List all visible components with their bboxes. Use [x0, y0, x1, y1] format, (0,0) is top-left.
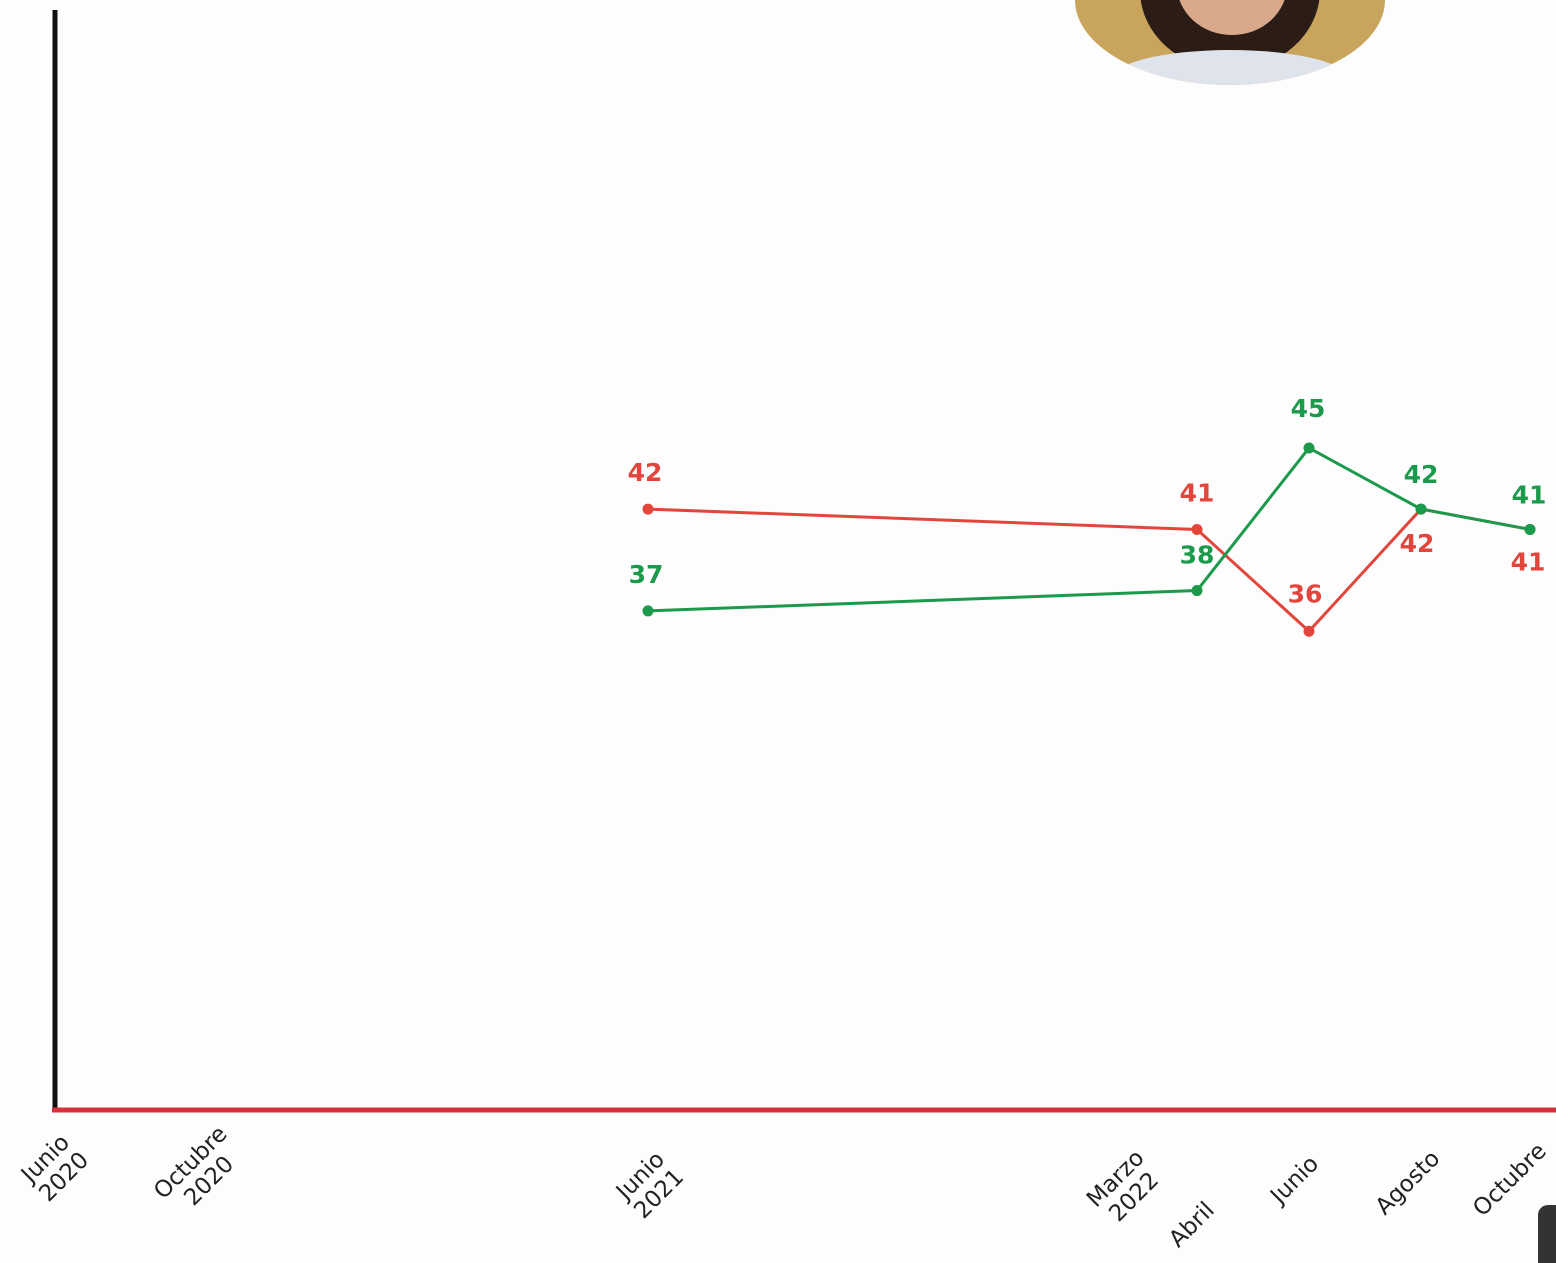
point — [1415, 503, 1427, 515]
series-line — [1308, 446, 1422, 511]
series-line — [1420, 507, 1531, 531]
data-label: 42 — [628, 458, 663, 487]
corner-button — [1538, 1205, 1556, 1263]
series-line — [647, 589, 1198, 613]
point — [642, 503, 654, 515]
series-line — [1195, 447, 1311, 592]
point — [1191, 523, 1203, 535]
data-label: 41 — [1512, 480, 1547, 509]
data-label: 38 — [1180, 541, 1215, 570]
data-label: 36 — [1288, 579, 1323, 608]
data-label: 41 — [1511, 547, 1546, 576]
point — [1303, 442, 1315, 454]
series-line — [647, 507, 1198, 531]
data-label: 42 — [1400, 529, 1435, 558]
series-line — [1307, 508, 1423, 633]
point — [642, 605, 654, 617]
data-label: 42 — [1404, 460, 1439, 489]
photo — [1075, 0, 1385, 85]
data-label: 41 — [1180, 478, 1215, 507]
data-label: 45 — [1291, 394, 1326, 423]
point — [1191, 585, 1203, 597]
point — [1524, 523, 1536, 535]
data-label: 37 — [629, 560, 664, 589]
point — [1303, 625, 1315, 637]
series-line — [1195, 528, 1311, 633]
